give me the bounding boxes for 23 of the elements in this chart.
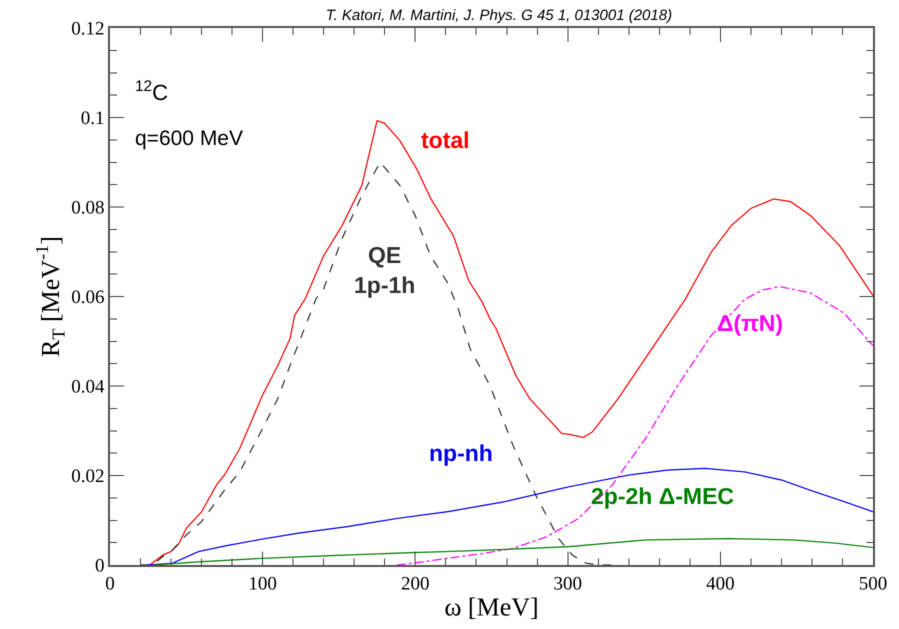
- annotation: q=600 MeV: [135, 127, 243, 150]
- series-label: 2p-2h Δ-MEC: [591, 483, 734, 509]
- series-label: QE 1p-1h: [354, 242, 416, 298]
- chart-title: T. Katori, M. Martini, J. Phys. G 45 1, 013001 (2018): [326, 6, 672, 24]
- x-axis-title: ω [MeV]: [444, 592, 539, 622]
- x-tick-label: 400: [706, 574, 735, 595]
- y-tick-label: 0: [94, 556, 104, 577]
- series-label: Δ(πN): [717, 310, 784, 336]
- y-tick-label: 0.02: [71, 466, 104, 488]
- x-tick-label: 100: [248, 574, 277, 595]
- x-tick-label: 300: [554, 574, 582, 595]
- x-tick-label: 200: [400, 574, 430, 595]
- y-tick-label: 0.06: [71, 287, 104, 308]
- y-tick-label: 0.04: [71, 376, 105, 398]
- y-tick-label: 0.08: [71, 198, 104, 219]
- series-label: total: [421, 127, 470, 153]
- y-tick-label: 0.1: [80, 108, 104, 130]
- line-series: [146, 468, 873, 565]
- y-tick-label: 0.12: [71, 18, 104, 40]
- line-series: [152, 538, 873, 565]
- annotation: $^{12}$C: [135, 78, 168, 106]
- x-tick-label: 500: [858, 574, 888, 595]
- series-label: np-nh: [429, 440, 493, 466]
